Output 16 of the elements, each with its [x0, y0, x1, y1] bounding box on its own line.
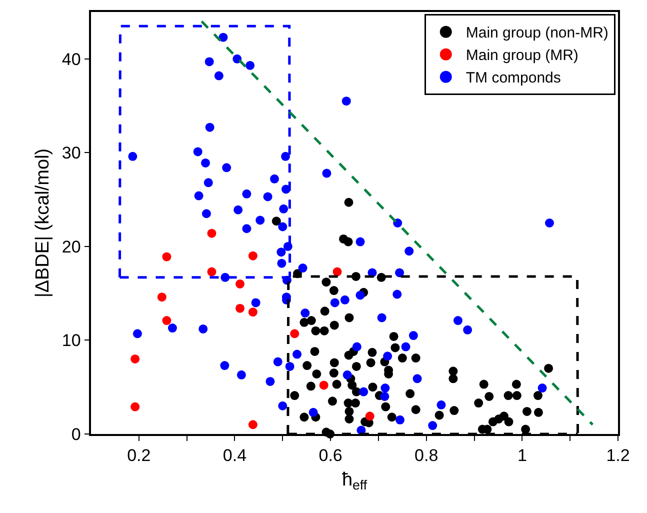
x-tick-label: 1 [517, 446, 527, 466]
y-axis-title: |ΔBDE| (kcal/mol) [32, 148, 54, 298]
legend-label: Main group (MR) [466, 47, 578, 64]
y-tick-label: 20 [62, 237, 81, 256]
y-tick-label: 10 [62, 331, 81, 350]
y-tick-label: 40 [62, 50, 81, 69]
legend-label: TM componds [466, 70, 561, 87]
x-tick-label: 1.2 [606, 446, 630, 466]
legend-label: Main group (non-MR) [466, 24, 608, 42]
y-tick-label: 30 [62, 144, 81, 163]
y-tick-label: 0 [71, 424, 81, 444]
x-tick-label: 0.8 [414, 446, 438, 466]
x-tick-label: 0.4 [222, 446, 247, 466]
x-axis-title: ħ$_{eff}$ [342, 469, 368, 492]
x-tick-label: 0.6 [318, 446, 342, 466]
x-tick-label: 0.2 [127, 446, 151, 466]
